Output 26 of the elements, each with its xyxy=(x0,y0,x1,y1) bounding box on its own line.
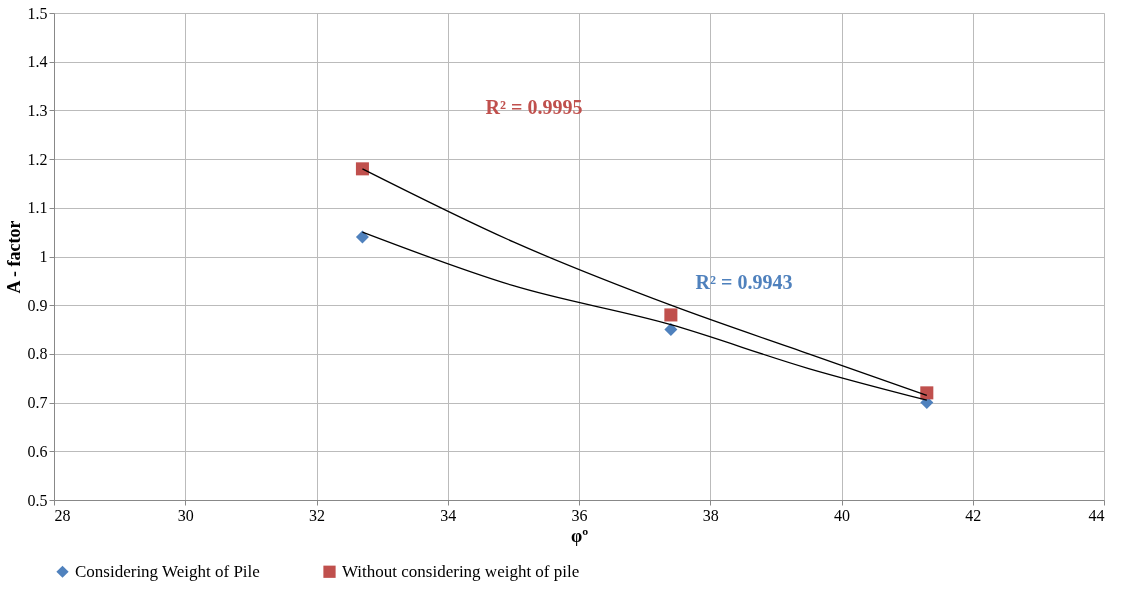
annotation: R² = 0.9995 xyxy=(485,96,583,118)
x-tick-label: 28 xyxy=(54,506,71,524)
y-tick-label: 0.7 xyxy=(27,394,48,412)
y-tick-label: 1.4 xyxy=(27,53,48,71)
x-tick-label: 38 xyxy=(702,506,719,524)
x-tick-label: 42 xyxy=(965,506,982,524)
y-tick-label: 0.6 xyxy=(27,442,48,460)
y-tick-label: 0.9 xyxy=(27,296,48,314)
x-tick-label: 44 xyxy=(1088,506,1105,524)
y-tick-label: 1.1 xyxy=(27,199,48,217)
legend-label: Without considering weight of pile xyxy=(342,561,580,581)
y-tick-label: 1.3 xyxy=(27,101,48,119)
x-axis-title: φº xyxy=(570,525,589,546)
x-tick-label: 40 xyxy=(834,506,850,524)
y-tick-label: 0.8 xyxy=(27,345,48,363)
annotation: R² = 0.9943 xyxy=(695,271,793,293)
y-tick-label: 0.5 xyxy=(27,491,48,509)
x-tick-label: 32 xyxy=(309,506,325,524)
x-tick-label: 30 xyxy=(177,506,194,524)
legend-label: Considering Weight of Pile xyxy=(75,561,260,581)
x-tick-label: 34 xyxy=(440,506,457,524)
y-axis-title: A - factor xyxy=(3,220,24,294)
x-tick-label: 36 xyxy=(571,506,588,524)
y-tick-label: 1.5 xyxy=(27,4,48,22)
y-tick-label: 1.2 xyxy=(27,150,48,168)
y-tick-label: 1 xyxy=(39,248,48,265)
